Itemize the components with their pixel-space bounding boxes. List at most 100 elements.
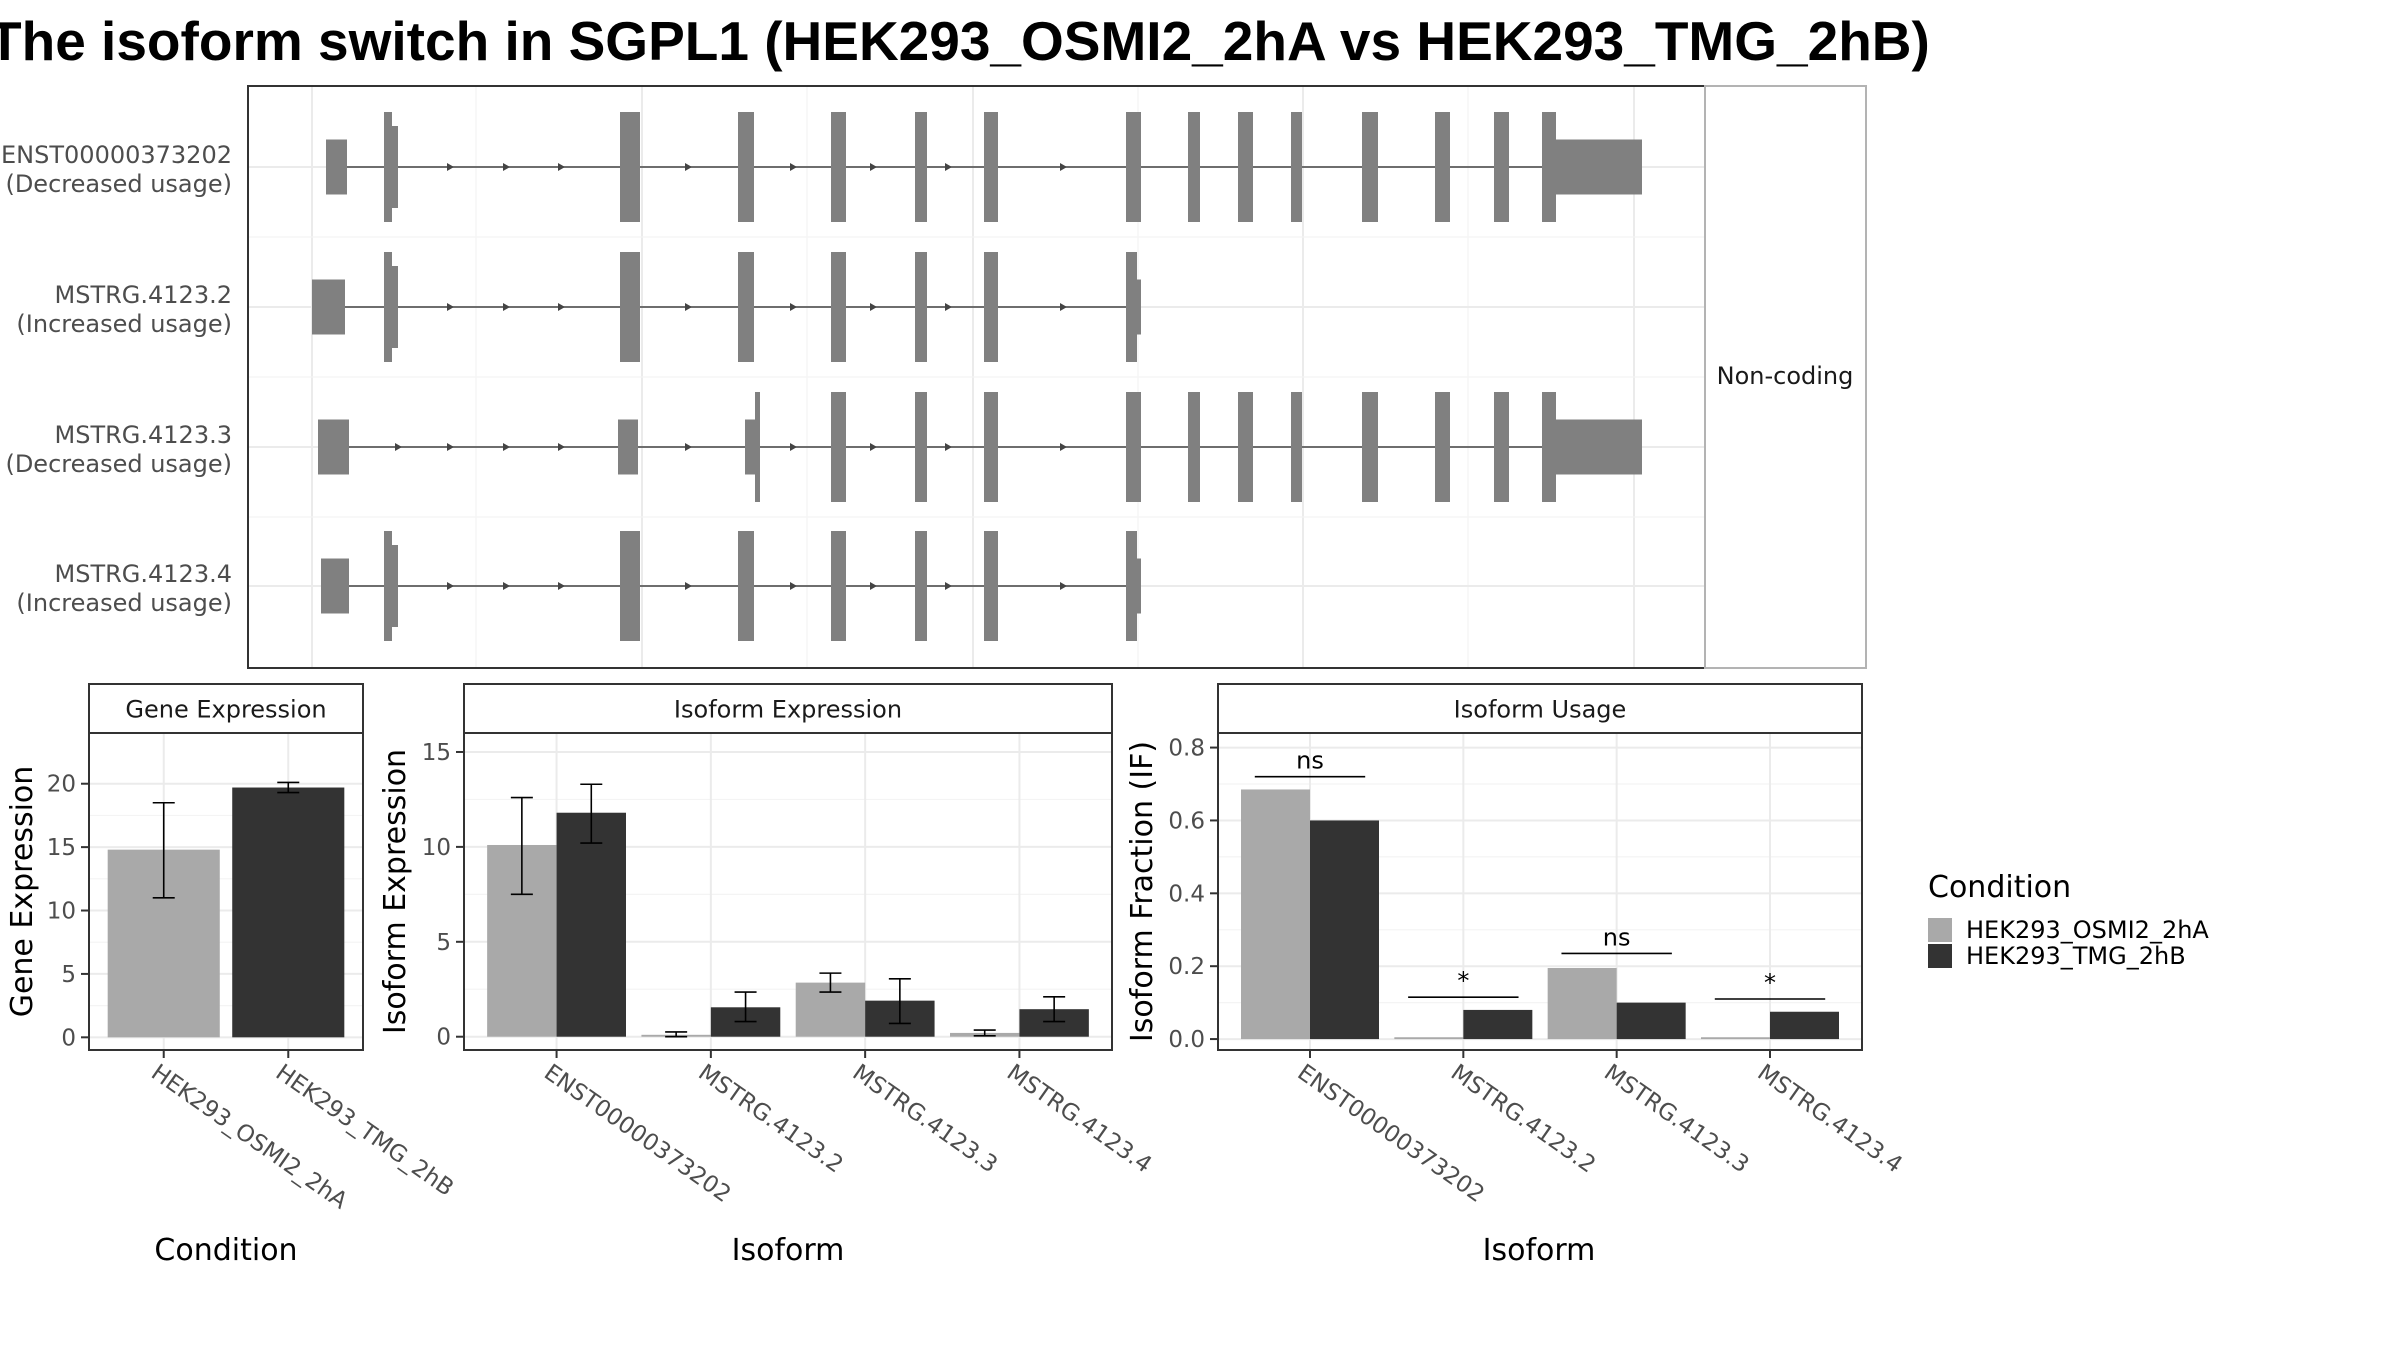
x-axis-title: Condition — [154, 1233, 297, 1268]
exon-block — [620, 112, 640, 222]
exon-block — [1137, 279, 1141, 335]
exon-block — [392, 545, 398, 627]
strip-label: Gene Expression — [125, 696, 326, 724]
significance-label: ns — [1603, 923, 1631, 951]
direction-arrow — [945, 443, 952, 451]
exon-block — [738, 252, 754, 362]
x-tick-label: HEK293_OSMI2_2hA — [146, 1060, 352, 1215]
exon-block — [1556, 139, 1642, 195]
exon-block — [1542, 112, 1556, 222]
x-axis-title: Isoform — [1483, 1233, 1596, 1268]
exon-block — [1494, 392, 1509, 502]
legend-swatch — [1928, 944, 1952, 968]
exon-block — [1494, 112, 1509, 222]
bar — [1770, 1011, 1839, 1040]
direction-arrow — [685, 582, 692, 590]
direction-arrow — [945, 163, 952, 171]
exon-block — [620, 531, 640, 641]
y-tick-label: 10 — [47, 899, 76, 925]
direction-arrow — [447, 443, 454, 451]
direction-arrow — [503, 163, 510, 171]
exon-block — [915, 531, 927, 641]
exon-block — [984, 112, 998, 222]
exon-block — [620, 252, 640, 362]
exon-block — [384, 112, 392, 222]
exon-block — [1126, 252, 1137, 362]
transcript-usage-label: (Decreased usage) — [5, 450, 232, 478]
x-tick-label: MSTRG.4123.3 — [1599, 1060, 1753, 1179]
legend-swatch — [1928, 918, 1952, 942]
x-tick-label: MSTRG.4123.4 — [1002, 1060, 1156, 1179]
bar — [1463, 1009, 1533, 1040]
y-axis-title: Isoform Fraction (IF) — [1125, 741, 1160, 1042]
exon-block — [1362, 392, 1378, 502]
exon-block — [326, 139, 347, 195]
transcript-row — [326, 112, 1642, 222]
exon-block — [1188, 112, 1200, 222]
exon-block — [831, 112, 846, 222]
exon-block — [831, 392, 846, 502]
direction-arrow — [945, 303, 952, 311]
direction-arrow — [558, 163, 565, 171]
transcript-id-label: ENST00000373202 — [1, 141, 232, 169]
y-tick-label: 5 — [61, 962, 76, 988]
exon-block — [618, 419, 638, 475]
direction-arrow — [447, 582, 454, 590]
direction-arrow — [558, 582, 565, 590]
x-tick-label: MSTRG.4123.4 — [1753, 1060, 1907, 1179]
panel-border — [463, 732, 1113, 1051]
direction-arrow — [790, 582, 797, 590]
y-axis-title: Gene Expression — [5, 766, 40, 1018]
exon-block — [1362, 112, 1378, 222]
strip-label: Non-coding — [1717, 362, 1854, 390]
direction-arrow — [558, 443, 565, 451]
exon-block — [755, 392, 760, 502]
exon-block — [984, 531, 998, 641]
exon-block — [738, 112, 754, 222]
x-axis-title: Isoform — [732, 1233, 845, 1268]
exon-block — [392, 266, 398, 348]
exon-block — [1291, 392, 1302, 502]
y-tick-label: 0 — [61, 1025, 76, 1051]
exon-block — [1126, 392, 1141, 502]
direction-arrow — [685, 163, 692, 171]
x-tick-label: MSTRG.4123.2 — [693, 1060, 847, 1179]
transcript-row — [321, 531, 1141, 641]
significance-label: * — [1457, 967, 1469, 995]
direction-arrow — [1060, 443, 1067, 451]
exon-block — [1291, 112, 1302, 222]
significance-label: ns — [1296, 747, 1324, 775]
exon-block — [1542, 392, 1556, 502]
y-tick-label: 0.4 — [1168, 881, 1205, 907]
exon-block — [1238, 392, 1253, 502]
direction-arrow — [503, 582, 510, 590]
transcript-id-label: MSTRG.4123.2 — [55, 281, 232, 309]
y-tick-label: 0.2 — [1168, 954, 1205, 980]
transcript-usage-label: (Increased usage) — [16, 310, 232, 338]
legend-label: HEK293_TMG_2hB — [1966, 942, 2186, 970]
y-tick-label: 5 — [436, 930, 451, 956]
strip-box — [88, 683, 364, 734]
exon-block — [392, 126, 398, 208]
strip-label: Isoform Expression — [674, 696, 902, 724]
exon-block — [1435, 112, 1450, 222]
transcript-row — [318, 392, 1642, 502]
exon-block — [984, 252, 998, 362]
x-tick-label: MSTRG.4123.2 — [1446, 1060, 1600, 1179]
y-tick-label: 0 — [436, 1025, 451, 1051]
direction-arrow — [870, 582, 877, 590]
transcript-id-label: MSTRG.4123.3 — [55, 421, 232, 449]
bar — [1394, 1037, 1464, 1040]
bar — [232, 787, 345, 1038]
exon-block — [312, 279, 345, 335]
y-tick-label: 15 — [422, 740, 451, 766]
exon-block — [384, 252, 392, 362]
direction-arrow — [395, 443, 402, 451]
exon-block — [1137, 558, 1141, 614]
exon-block — [1556, 419, 1642, 475]
exon-block — [384, 531, 392, 641]
bar — [1241, 789, 1310, 1040]
transcript-structure-panel: ENST00000373202(Decreased usage)MSTRG.41… — [1, 85, 1867, 669]
isoform-expression-panel: Isoform Expression051015ENST00000373202M… — [378, 683, 1156, 1268]
direction-arrow — [1060, 163, 1067, 171]
